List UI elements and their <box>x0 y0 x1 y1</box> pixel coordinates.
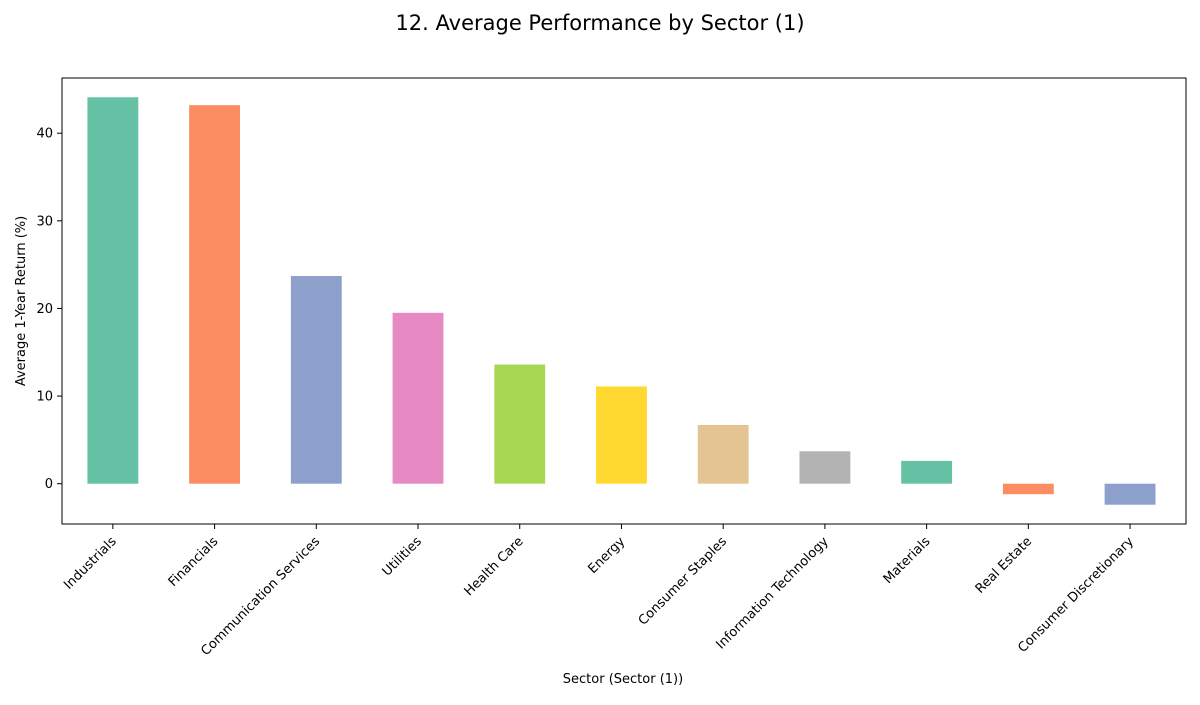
x-tick-label: Information Technology <box>713 534 831 652</box>
bar-health-care <box>494 364 546 484</box>
x-tick-label: Consumer Staples <box>636 534 730 628</box>
x-tick-label: Materials <box>881 534 934 587</box>
x-tick-label: Health Care <box>462 534 527 599</box>
plot-area <box>61 77 1187 525</box>
bar-communication-services <box>290 276 342 484</box>
bar-energy <box>596 386 647 484</box>
plot-frame <box>61 77 1187 525</box>
bar-consumer-discretionary <box>1104 483 1156 505</box>
x-tick-label: Communication Services <box>198 534 323 659</box>
y-tick-label: 20 <box>36 302 53 317</box>
bar-consumer-staples <box>697 424 749 484</box>
chart-title: 12. Average Performance by Sector (1) <box>395 11 804 35</box>
y-tick-label: 10 <box>36 390 53 405</box>
x-tick-label: Industrials <box>61 534 120 593</box>
y-tick-label: 0 <box>45 477 53 492</box>
x-tick-label: Energy <box>585 534 628 577</box>
x-axis-label: Sector (Sector (1)) <box>563 672 683 687</box>
bar-real-estate <box>1002 483 1054 495</box>
bar-financials <box>189 105 241 484</box>
x-tick-label: Consumer Discretionary <box>1015 534 1137 656</box>
x-tick-label: Real Estate <box>973 534 1035 596</box>
y-tick-label: 30 <box>36 214 53 229</box>
bar-industrials <box>87 97 139 484</box>
y-tick-label: 40 <box>36 127 53 142</box>
bar-materials <box>901 460 953 484</box>
y-axis-label: Average 1-Year Return (%) <box>14 216 29 386</box>
x-tick-label: Financials <box>166 534 222 590</box>
bar-utilities <box>392 312 444 484</box>
bar-information-technology <box>799 451 851 484</box>
y-axis-ticks: 0 10 20 30 40 <box>36 127 62 492</box>
x-tick-label: Utilities <box>380 534 425 579</box>
